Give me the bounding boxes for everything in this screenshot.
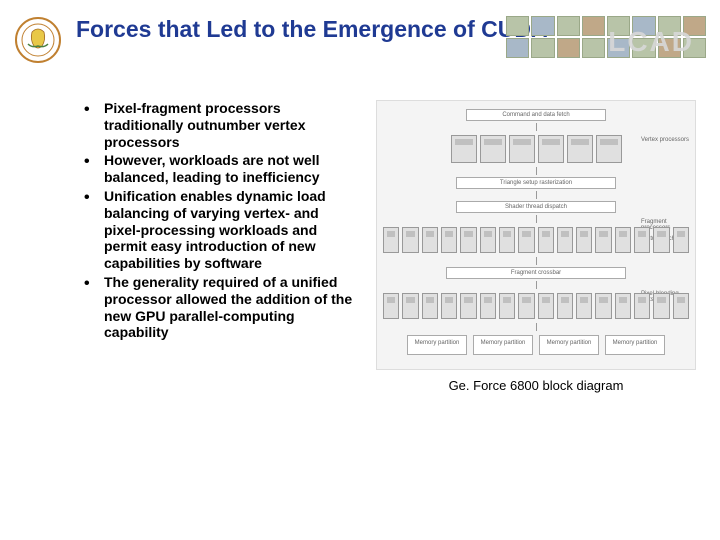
bullet-item: Pixel-fragment processors traditionally … — [84, 100, 354, 150]
stage-triangle: Triangle setup rasterization — [456, 177, 616, 189]
label-vertex: Vertex processors — [641, 137, 691, 143]
stage-command: Command and data fetch — [466, 109, 606, 121]
stage-shader: Shader thread dispatch — [456, 201, 616, 213]
memory-partition: Memory partition — [539, 335, 599, 355]
blending-row — [383, 293, 689, 319]
memory-partition: Memory partition — [605, 335, 665, 355]
block-diagram: Command and data fetch Vertex processors… — [376, 100, 696, 370]
bullet-item: However, workloads are not well balanced… — [84, 152, 354, 186]
lcad-watermark: LCAD — [608, 26, 694, 58]
memory-partition: Memory partition — [407, 335, 467, 355]
bullet-item: The generality required of a unified pro… — [84, 274, 354, 341]
university-logo — [14, 16, 62, 64]
slide-content: Pixel-fragment processors traditionally … — [84, 100, 706, 393]
diagram-area: Command and data fetch Vertex processors… — [366, 100, 706, 393]
diagram-caption: Ge. Force 6800 block diagram — [449, 378, 624, 393]
bullet-item: Unification enables dynamic load balanci… — [84, 188, 354, 272]
stage-crossbar: Fragment crossbar — [446, 267, 626, 279]
memory-row: Memory partition Memory partition Memory… — [383, 335, 689, 355]
memory-partition: Memory partition — [473, 335, 533, 355]
bullet-list: Pixel-fragment processors traditionally … — [84, 100, 354, 393]
fragment-processor-row — [383, 227, 689, 253]
